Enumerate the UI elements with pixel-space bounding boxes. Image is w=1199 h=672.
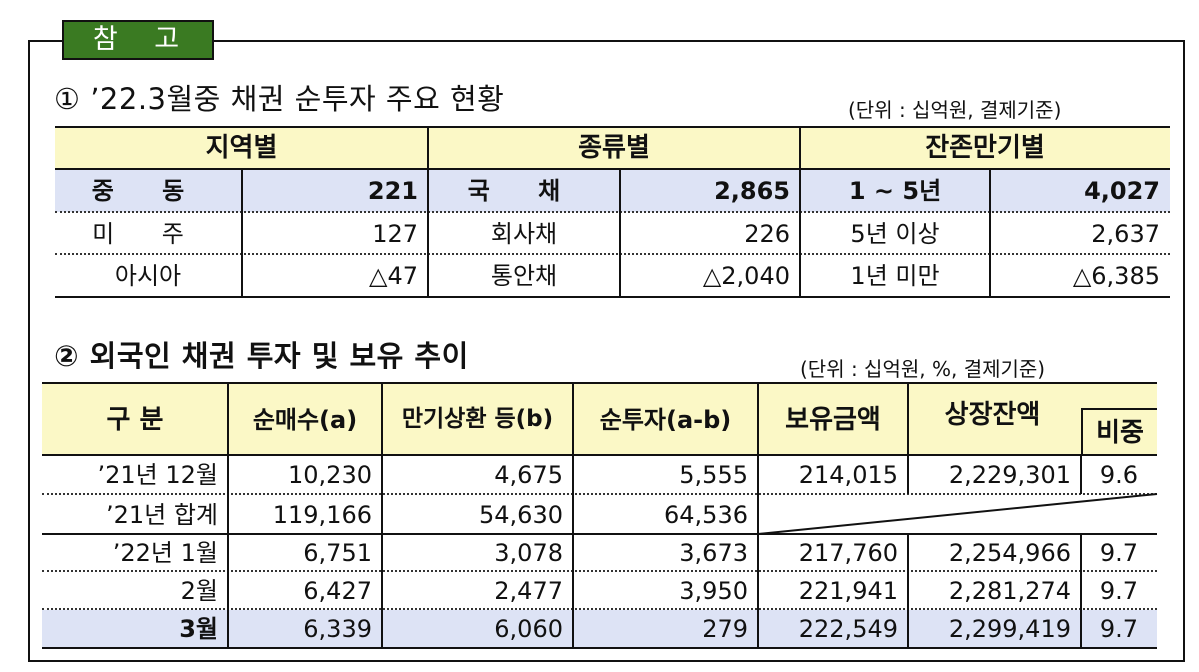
- col-divider: [907, 534, 909, 648]
- maturity-value: 4,027: [990, 170, 1170, 212]
- reference-box-frame: [28, 40, 1185, 662]
- type-label: 회사채: [490, 219, 558, 248]
- period-cell: ’21년 12월: [97, 461, 219, 489]
- col-divider: [619, 169, 621, 297]
- listed-cell: 2,254,966: [948, 539, 1071, 567]
- group-header-type: 종류별: [428, 127, 800, 169]
- net-invest-cell: 5,555: [679, 461, 748, 489]
- table-border: [42, 454, 1157, 456]
- group-header-maturity: 잔존만기별: [800, 127, 1170, 169]
- share-cell: 9.7: [1099, 539, 1139, 567]
- period-cell: ’21년 합계: [105, 500, 218, 529]
- region-value: 221: [241, 170, 428, 212]
- region-label: 미 주: [92, 219, 204, 248]
- col-divider: [427, 127, 429, 297]
- header-net-buy: 순매수(a): [228, 384, 382, 455]
- share-cell: 9.7: [1099, 576, 1139, 605]
- region-value: △47: [369, 262, 418, 290]
- type-value: 2,865: [620, 170, 800, 212]
- col-divider: [1080, 455, 1082, 494]
- redemption-cell: 4,675: [494, 461, 563, 489]
- section2-title: ② 외국인 채권 투자 및 보유 추이: [54, 339, 469, 373]
- header-period: 구 분: [42, 384, 228, 455]
- period-cell: ’22년 1월: [112, 539, 218, 567]
- net-invest-cell: 64,536: [664, 500, 748, 529]
- net-buy-cell: 6,339: [228, 610, 382, 648]
- maturity-value: △6,385: [1072, 262, 1160, 290]
- col-divider: [227, 383, 229, 648]
- holdings-cell: 221,941: [798, 576, 898, 605]
- net-invest-cell: 3,950: [679, 576, 748, 605]
- listed-cell: 2,229,301: [948, 461, 1071, 489]
- maturity-value: 2,637: [1091, 219, 1160, 248]
- period-cell: 3월: [42, 610, 228, 648]
- section2-unit: (단위 : 십억원, %, 결제기준): [800, 357, 1046, 381]
- table-border: [55, 126, 1170, 128]
- row-divider: [42, 493, 1157, 495]
- row-divider: [55, 253, 1170, 255]
- redemption-cell: 3,078: [494, 539, 563, 567]
- section1-title: ① ’22.3월중 채권 순투자 주요 현황: [54, 82, 505, 116]
- row-divider: [42, 608, 1157, 610]
- net-invest-cell: 279: [573, 610, 758, 648]
- redemption-cell: 6,060: [382, 610, 573, 648]
- col-divider: [1080, 534, 1082, 648]
- net-invest-cell: 3,673: [679, 539, 748, 567]
- region-value: 127: [372, 219, 418, 248]
- row-divider: [55, 211, 1170, 213]
- col-divider: [989, 169, 991, 297]
- group-header-region: 지역별: [55, 127, 428, 169]
- header-share: 비중: [1081, 408, 1157, 455]
- holdings-cell: 214,015: [798, 461, 898, 489]
- reference-badge: 참 고: [62, 20, 214, 60]
- col-divider: [907, 383, 909, 494]
- row-divider: [42, 570, 1157, 572]
- redemption-cell: 2,477: [494, 576, 563, 605]
- net-buy-cell: 6,427: [303, 576, 372, 605]
- header-redemption: 만기상환 등(b): [382, 384, 573, 455]
- maturity-label: 1년 미만: [850, 262, 940, 290]
- listed-cell: 2,281,274: [948, 576, 1071, 605]
- type-value: 226: [744, 219, 790, 248]
- section1-unit: (단위 : 십억원, 결제기준): [848, 98, 1062, 122]
- type-label: 통안채: [490, 262, 558, 290]
- period-cell: 2월: [180, 576, 218, 605]
- net-buy-cell: 119,166: [272, 500, 372, 529]
- holdings-cell: 217,760: [798, 539, 898, 567]
- col-divider: [757, 383, 759, 648]
- share-cell: 9.7: [1081, 610, 1157, 648]
- listed-cell: 2,299,419: [908, 610, 1081, 648]
- header-net-invest: 순투자(a-b): [573, 384, 758, 455]
- table-border: [42, 382, 1157, 384]
- region-label: 중 동: [55, 170, 241, 212]
- table-border: [55, 168, 1170, 170]
- col-divider: [381, 383, 383, 648]
- col-divider: [572, 383, 574, 648]
- region-label: 아시아: [114, 262, 182, 290]
- table-border: [42, 647, 1157, 649]
- table-border: [55, 296, 1170, 298]
- share-cell: 9.6: [1099, 461, 1139, 489]
- header-holdings: 보유금액: [758, 384, 908, 455]
- table-border: [42, 533, 1157, 535]
- type-label: 국 채: [428, 170, 620, 212]
- net-buy-cell: 6,751: [303, 539, 372, 567]
- col-divider: [241, 169, 243, 297]
- holdings-cell: 222,549: [758, 610, 908, 648]
- col-divider: [799, 127, 801, 297]
- type-value: △2,040: [702, 262, 790, 290]
- redemption-cell: 54,630: [479, 500, 563, 529]
- maturity-label: 1 ~ 5년: [800, 170, 990, 212]
- net-buy-cell: 10,230: [288, 461, 372, 489]
- maturity-label: 5년 이상: [850, 219, 940, 248]
